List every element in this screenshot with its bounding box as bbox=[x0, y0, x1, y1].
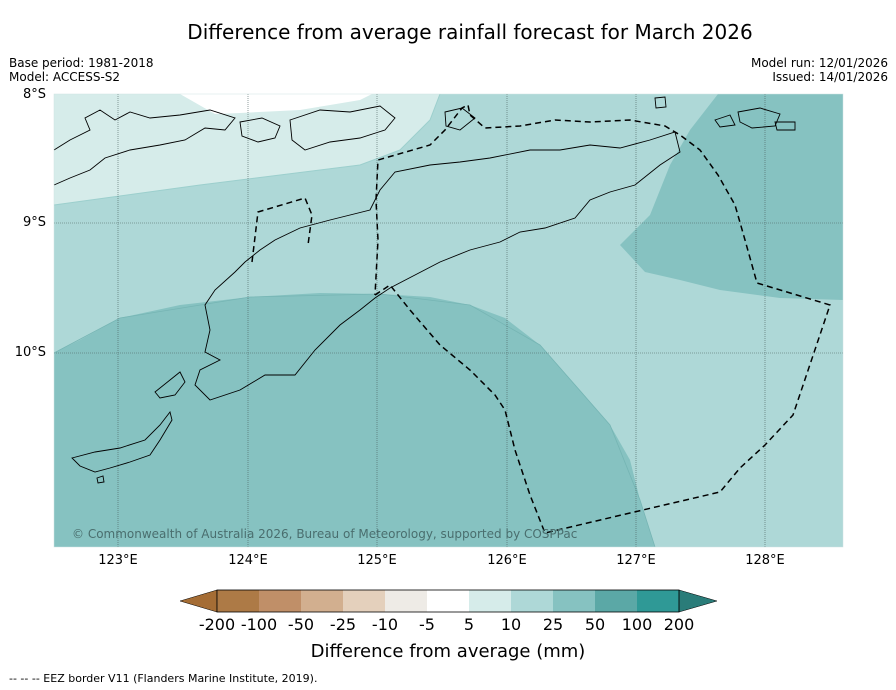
colorbar-extend-low bbox=[179, 589, 218, 613]
colorbar-tick: 200 bbox=[663, 615, 695, 634]
island-coastline bbox=[444, 107, 476, 131]
colorbar-tick: 50 bbox=[584, 615, 606, 634]
colorbar-segment bbox=[217, 590, 259, 612]
lat-label: 10°S bbox=[14, 345, 46, 360]
eez-footnote: -- -- -- EEZ border V11 (Flanders Marine… bbox=[9, 672, 318, 685]
alor-coastline bbox=[289, 105, 396, 151]
meta-right: Model run: 12/01/2026 Issued: 14/01/2026 bbox=[751, 56, 888, 84]
flores-coastline bbox=[53, 109, 236, 186]
lon-label: 124°E bbox=[228, 553, 268, 568]
island-coastline bbox=[774, 121, 796, 131]
lon-label: 127°E bbox=[616, 553, 656, 568]
colorbar-tick: 5 bbox=[463, 615, 475, 634]
map-area bbox=[54, 94, 843, 547]
colorbar-tick: 10 bbox=[500, 615, 522, 634]
colorbar-extend-high bbox=[678, 589, 718, 613]
chart-title: Difference from average rainfall forecas… bbox=[187, 20, 753, 44]
colorbar-segment bbox=[637, 590, 679, 612]
island-coastline bbox=[737, 107, 781, 129]
colorbar-tick: -25 bbox=[329, 615, 357, 634]
colorbar-segment bbox=[553, 590, 595, 612]
colorbar-segment bbox=[301, 590, 343, 612]
base-period: Base period: 1981-2018 bbox=[9, 56, 154, 70]
lon-label: 126°E bbox=[487, 553, 527, 568]
contour-line bbox=[54, 293, 656, 547]
island-coastline bbox=[654, 96, 667, 109]
issued-date: Issued: 14/01/2026 bbox=[772, 70, 888, 84]
rain-zone-near-average bbox=[180, 94, 372, 114]
map-frame bbox=[53, 93, 844, 548]
colorbar-label: Difference from average (mm) bbox=[310, 641, 586, 662]
coastlines bbox=[53, 96, 796, 484]
colorbar-tick: 25 bbox=[542, 615, 564, 634]
colorbar bbox=[179, 589, 718, 613]
colorbar-segment bbox=[511, 590, 553, 612]
island-coastline bbox=[154, 371, 186, 399]
copyright-notice: © Commonwealth of Australia 2026, Bureau… bbox=[72, 527, 578, 541]
colorbar-segment bbox=[595, 590, 637, 612]
colorbar-tick: -200 bbox=[198, 615, 236, 634]
colorbar-segment bbox=[385, 590, 427, 612]
lon-label: 125°E bbox=[357, 553, 397, 568]
colorbar-tick: -5 bbox=[419, 615, 435, 634]
eez-border bbox=[251, 103, 831, 534]
colorbar-segment bbox=[343, 590, 385, 612]
colorbar-segment bbox=[427, 590, 469, 612]
colorbar-tick: -50 bbox=[287, 615, 315, 634]
island-coastline bbox=[239, 117, 281, 143]
model-name: Model: ACCESS-S2 bbox=[9, 70, 121, 84]
island-coastline bbox=[71, 410, 173, 473]
colorbar-segment bbox=[259, 590, 301, 612]
graticule bbox=[54, 94, 843, 547]
rain-zone-25-50-east bbox=[620, 94, 843, 300]
rain-zone-25-50-south bbox=[54, 293, 655, 547]
model-run: Model run: 12/01/2026 bbox=[750, 56, 888, 70]
contour-line bbox=[54, 94, 441, 206]
colorbar-tick: 100 bbox=[621, 615, 653, 634]
colorbar-segment bbox=[469, 590, 511, 612]
colorbar-tick: -100 bbox=[240, 615, 278, 634]
lon-label: 128°E bbox=[745, 553, 785, 568]
timor-coastline bbox=[194, 131, 681, 401]
island-coastline bbox=[96, 475, 105, 484]
lon-label: 123°E bbox=[98, 553, 138, 568]
colorbar-tick: -10 bbox=[371, 615, 399, 634]
island-coastline bbox=[714, 114, 736, 128]
lat-label: 9°S bbox=[22, 215, 46, 230]
colorbar-frame bbox=[216, 589, 680, 613]
lat-label: 8°S bbox=[22, 87, 46, 102]
rain-zone-5-10 bbox=[54, 94, 440, 205]
meta-left: Base period: 1981-2018 Model: ACCESS-S2 bbox=[9, 56, 154, 84]
